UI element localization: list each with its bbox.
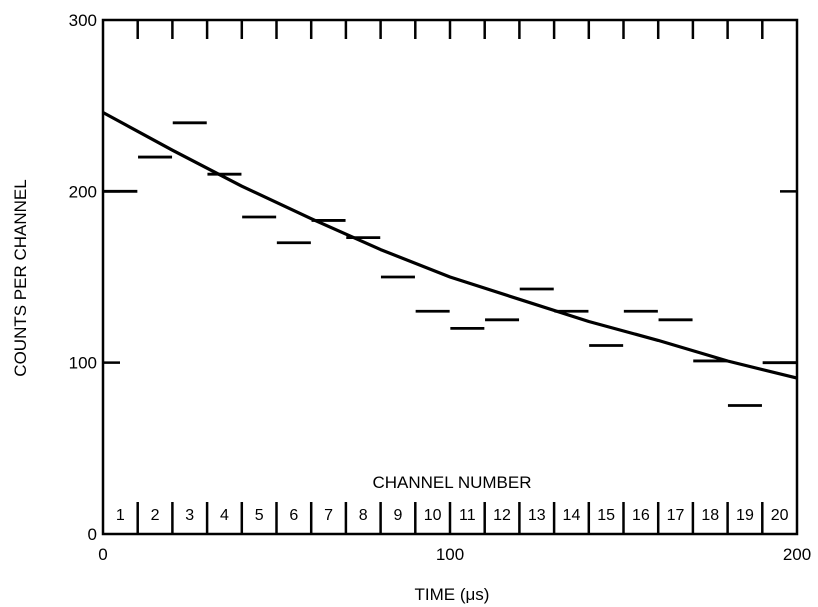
channel-label: 14: [563, 507, 581, 524]
x-tick-label: 100: [436, 545, 464, 564]
tick-marks: [103, 20, 797, 534]
y-tick-label: 0: [88, 525, 97, 544]
data-bars: [103, 121, 797, 407]
channel-label: 20: [771, 507, 789, 524]
tick-labels: 0 100 200 300 0 100 200: [69, 11, 812, 564]
channel-label: 15: [597, 507, 615, 524]
channel-label: 6: [289, 507, 298, 524]
channel-label: 1: [116, 507, 125, 524]
channel-label: 12: [493, 507, 511, 524]
fit-curve-group: [102, 111, 798, 380]
channel-label: 10: [424, 507, 442, 524]
channel-label: 4: [220, 507, 229, 524]
channel-label: 17: [667, 507, 685, 524]
channel-number-labels: 1 2 3 4 5 6 7 8 9 10 11 12 13 14 15 16 17 18 19 20: [116, 507, 789, 524]
channel-label: 2: [151, 507, 160, 524]
x-tick-label: 200: [783, 545, 811, 564]
channel-label: 9: [393, 507, 402, 524]
channel-number-title: CHANNEL NUMBER: [372, 473, 531, 492]
channel-label: 3: [185, 507, 194, 524]
fit-curve: [102, 111, 798, 380]
channel-label: 8: [359, 507, 368, 524]
y-tick-label: 300: [69, 11, 97, 30]
channel-label: 5: [255, 507, 264, 524]
y-tick-label: 100: [69, 354, 97, 373]
channel-label: 7: [324, 507, 333, 524]
channel-label: 19: [736, 507, 754, 524]
x-tick-label: 0: [98, 545, 107, 564]
channel-label: 18: [701, 507, 719, 524]
channel-label: 11: [459, 507, 476, 524]
channel-label: 16: [632, 507, 650, 524]
channel-label: 13: [528, 507, 546, 524]
x-axis-label: TIME (μs): [415, 585, 490, 604]
y-axis-label: COUNTS PER CHANNEL: [11, 179, 30, 376]
y-tick-label: 200: [69, 182, 97, 201]
